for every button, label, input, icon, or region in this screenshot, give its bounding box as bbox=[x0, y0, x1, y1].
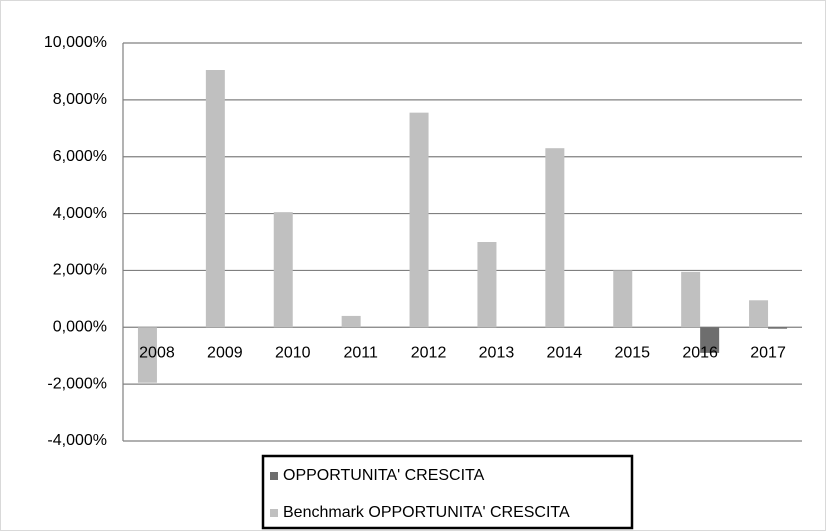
y-tick-label: 2,000% bbox=[53, 262, 107, 279]
y-tick-label: -2,000% bbox=[47, 375, 107, 392]
y-tick-label: -4,000% bbox=[47, 432, 107, 449]
legend: OPPORTUNITA' CRESCITA Benchmark OPPORTUNI… bbox=[261, 454, 634, 530]
bar bbox=[137, 327, 157, 383]
bar bbox=[681, 271, 701, 328]
bar bbox=[700, 327, 720, 353]
bar bbox=[409, 112, 429, 328]
y-tick-label: 4,000% bbox=[53, 205, 107, 222]
bar bbox=[613, 270, 633, 328]
legend-label: OPPORTUNITA' CRESCITA bbox=[283, 467, 485, 484]
y-tick-label: 8,000% bbox=[53, 91, 107, 108]
x-tick-label: 2017 bbox=[750, 345, 786, 362]
x-tick-label: 2015 bbox=[614, 345, 650, 362]
bar bbox=[477, 242, 497, 328]
x-tick-label: 2012 bbox=[411, 345, 447, 362]
bar bbox=[545, 148, 565, 328]
x-tick-label: 2011 bbox=[343, 345, 378, 362]
legend-swatch bbox=[270, 509, 278, 517]
y-tick-label: 6,000% bbox=[53, 148, 107, 165]
bar bbox=[341, 315, 361, 328]
x-tick-label: 2009 bbox=[207, 345, 243, 362]
bar bbox=[205, 70, 225, 328]
bar bbox=[749, 300, 769, 328]
y-tick-label: 0,000% bbox=[53, 319, 107, 336]
bar bbox=[768, 327, 788, 329]
x-tick-label: 2010 bbox=[275, 345, 311, 362]
legend-swatch bbox=[270, 472, 278, 480]
legend-label: Benchmark OPPORTUNITA' CRESCITA bbox=[283, 504, 570, 521]
x-tick-label: 2008 bbox=[139, 345, 175, 362]
x-tick-label: 2013 bbox=[479, 345, 515, 362]
x-tick-label: 2016 bbox=[682, 345, 718, 362]
legend-box bbox=[261, 454, 634, 530]
bar bbox=[273, 212, 293, 328]
x-tick-label: 2014 bbox=[547, 345, 583, 362]
y-tick-label: 10,000% bbox=[44, 34, 107, 51]
